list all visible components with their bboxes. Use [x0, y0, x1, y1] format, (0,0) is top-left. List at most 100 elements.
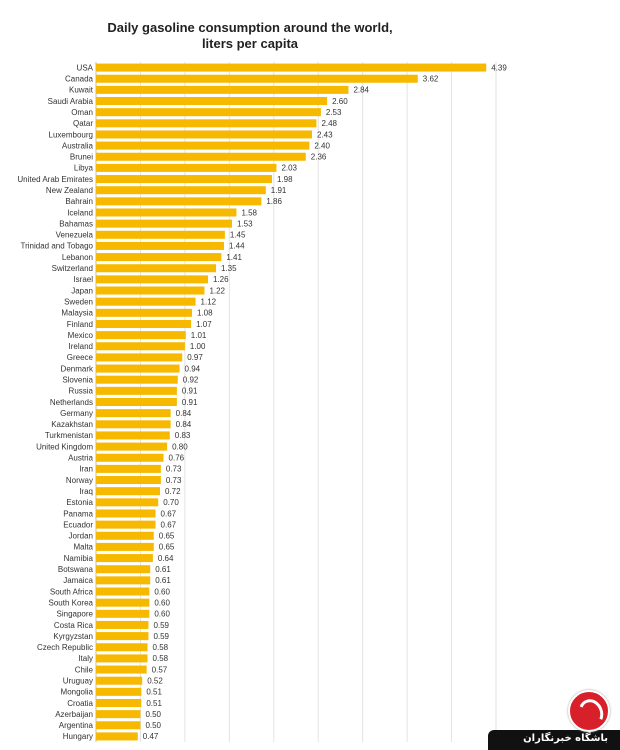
value-label: 0.73 [166, 476, 182, 485]
value-label: 2.40 [314, 141, 330, 150]
bar [96, 319, 192, 328]
category-label: Iran [79, 465, 93, 474]
bar [96, 520, 156, 529]
bar [96, 632, 149, 641]
bar [96, 297, 196, 306]
category-label: Mexico [68, 331, 94, 340]
bar [96, 587, 150, 596]
value-label: 0.80 [172, 442, 188, 451]
bars: USA 4.39 Canada 3.62 Kuwait 2.84 Saudi Arabia 2… [17, 63, 507, 741]
value-label: 0.97 [187, 353, 203, 362]
watermark-text: باشگاه خبرنگاران [523, 733, 608, 744]
value-label: 2.84 [353, 86, 369, 95]
category-label: Slovenia [62, 376, 93, 385]
value-label: 1.86 [266, 197, 282, 206]
category-label: Botswana [58, 565, 94, 574]
value-label: 1.35 [221, 264, 237, 273]
bar [96, 397, 177, 407]
category-label: Panama [63, 509, 93, 518]
value-label: 1.41 [226, 253, 242, 262]
category-label: Malta [73, 543, 93, 552]
category-label: Brunei [70, 153, 93, 162]
bar [96, 275, 208, 284]
value-label: 0.60 [154, 598, 170, 607]
bar [96, 152, 306, 161]
bar [96, 698, 142, 707]
category-label: Oman [71, 108, 93, 117]
value-label: 1.53 [237, 219, 253, 228]
value-label: 1.26 [213, 275, 229, 284]
bar [96, 97, 328, 106]
bar [96, 665, 147, 674]
bar [96, 487, 160, 496]
category-label: Denmark [61, 364, 94, 373]
value-label: 0.57 [152, 665, 168, 674]
category-label: USA [77, 63, 94, 72]
bar [96, 186, 266, 195]
value-label: 0.58 [153, 643, 169, 652]
bar [96, 364, 180, 373]
bar [96, 197, 262, 206]
value-label: 0.91 [182, 387, 198, 396]
bar [96, 643, 148, 652]
value-label: 0.60 [154, 587, 170, 596]
bar [96, 598, 150, 607]
bar [96, 620, 149, 629]
category-label: Azerbaijan [55, 710, 93, 719]
category-label: Namibia [64, 554, 94, 563]
category-label: Greece [67, 353, 94, 362]
bar [96, 331, 186, 340]
category-label: Russia [69, 387, 94, 396]
category-label: Costa Rica [54, 621, 94, 630]
value-label: 1.12 [201, 297, 217, 306]
value-label: 0.59 [153, 632, 169, 641]
category-label: Hungary [63, 732, 93, 741]
category-label: Turkmenistan [45, 431, 93, 440]
bar [96, 453, 164, 462]
bar [96, 409, 171, 418]
category-label: Libya [74, 164, 94, 173]
bar [96, 85, 349, 94]
category-label: Qatar [73, 119, 93, 128]
value-label: 1.98 [277, 175, 293, 184]
bar [96, 264, 216, 273]
category-label: Sweden [64, 297, 93, 306]
bar [96, 208, 237, 217]
category-label: Bahamas [59, 219, 93, 228]
value-label: 3.62 [423, 75, 439, 84]
category-label: Estonia [66, 498, 93, 507]
bar [96, 654, 148, 663]
category-label: Kyrgyzstan [53, 632, 93, 641]
bar [96, 609, 150, 618]
bar [96, 710, 141, 719]
category-label: Switzerland [52, 264, 93, 273]
value-label: 0.47 [143, 732, 159, 741]
chart-title-line-1: Daily gasoline consumption around the wo… [107, 20, 392, 35]
bar [96, 442, 168, 451]
bar [96, 163, 277, 172]
category-label: Norway [66, 476, 93, 485]
category-label: South Korea [49, 598, 94, 607]
value-label: 0.67 [161, 509, 177, 518]
bar [96, 308, 192, 317]
value-label: 1.00 [190, 342, 206, 351]
category-label: Mongolia [61, 688, 94, 697]
value-label: 0.51 [146, 699, 162, 708]
bar [96, 721, 141, 730]
category-label: Israel [73, 275, 93, 284]
value-label: 0.58 [153, 654, 169, 663]
category-label: Canada [65, 75, 94, 84]
value-label: 0.65 [159, 532, 175, 541]
category-label: Iraq [79, 487, 93, 496]
value-label: 2.43 [317, 130, 333, 139]
category-label: Ecuador [63, 520, 93, 529]
bar [96, 498, 159, 507]
value-label: 1.91 [271, 186, 287, 195]
bar [96, 241, 224, 250]
bar [96, 386, 177, 395]
category-label: Kazakhstan [51, 420, 93, 429]
bar [96, 230, 225, 239]
category-label: Germany [60, 409, 93, 418]
category-label: Japan [71, 286, 93, 295]
